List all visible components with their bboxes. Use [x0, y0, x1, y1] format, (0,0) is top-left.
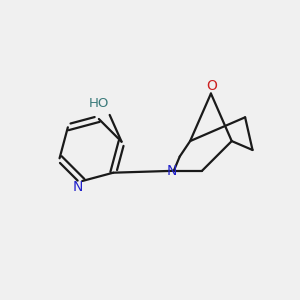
Text: N: N — [167, 164, 178, 178]
Text: O: O — [206, 79, 217, 93]
Text: N: N — [73, 180, 83, 194]
Text: HO: HO — [89, 97, 110, 110]
